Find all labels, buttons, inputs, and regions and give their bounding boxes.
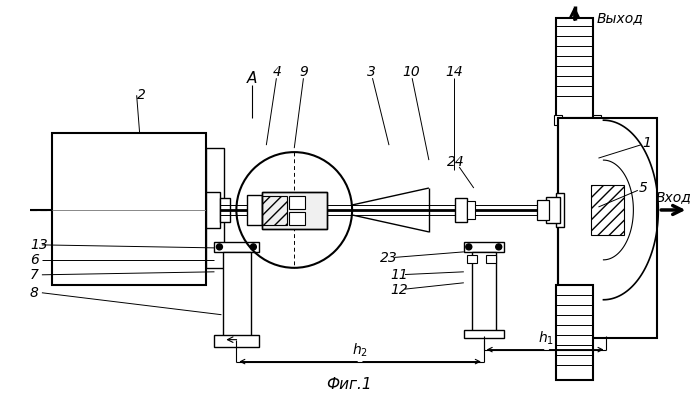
Bar	[593, 115, 601, 125]
Text: 10: 10	[402, 65, 420, 79]
Bar	[464, 242, 504, 252]
Text: 24: 24	[447, 155, 465, 169]
Text: Выход: Выход	[597, 12, 644, 26]
Bar	[289, 196, 305, 209]
Text: 12: 12	[390, 283, 408, 297]
Text: 8: 8	[30, 286, 39, 300]
Bar	[558, 118, 657, 338]
Bar	[262, 196, 287, 225]
Text: Фиг.1: Фиг.1	[326, 377, 372, 392]
Circle shape	[217, 244, 222, 250]
Bar	[206, 148, 224, 268]
Text: 2: 2	[137, 88, 146, 102]
Text: Вход: Вход	[656, 190, 691, 204]
Text: 9: 9	[300, 65, 309, 79]
Bar	[247, 195, 262, 225]
Bar	[486, 255, 496, 263]
Text: 6: 6	[30, 253, 39, 267]
Bar	[52, 133, 206, 285]
Circle shape	[466, 244, 472, 250]
Text: А: А	[247, 71, 257, 86]
Text: 3: 3	[366, 65, 375, 79]
Bar	[556, 18, 593, 118]
Bar	[591, 185, 624, 235]
Bar	[289, 212, 305, 225]
Bar	[215, 335, 259, 347]
Bar	[464, 330, 504, 338]
Bar	[262, 192, 327, 229]
Bar	[262, 196, 287, 225]
Bar	[537, 200, 549, 220]
Text: $h_2$: $h_2$	[352, 342, 368, 359]
Bar	[220, 198, 231, 222]
Bar	[546, 197, 560, 223]
Bar	[556, 193, 563, 227]
Text: 4: 4	[273, 65, 282, 79]
Bar	[472, 252, 496, 332]
Text: 14: 14	[445, 65, 463, 79]
Bar	[215, 242, 259, 252]
Text: 7: 7	[30, 268, 39, 282]
Bar	[591, 185, 624, 235]
Bar	[556, 285, 593, 380]
Text: 11: 11	[390, 268, 408, 282]
Bar	[206, 192, 220, 228]
Bar	[224, 252, 252, 337]
Text: 1: 1	[642, 136, 651, 150]
Text: 13: 13	[30, 238, 48, 252]
Circle shape	[250, 244, 257, 250]
Text: $h_1$: $h_1$	[538, 330, 554, 347]
Bar	[467, 201, 475, 219]
Bar	[262, 192, 327, 229]
Circle shape	[496, 244, 502, 250]
Text: 5: 5	[639, 181, 648, 195]
Text: 23: 23	[380, 251, 398, 265]
Bar	[455, 198, 467, 222]
Bar	[554, 115, 561, 125]
Bar	[467, 255, 477, 263]
